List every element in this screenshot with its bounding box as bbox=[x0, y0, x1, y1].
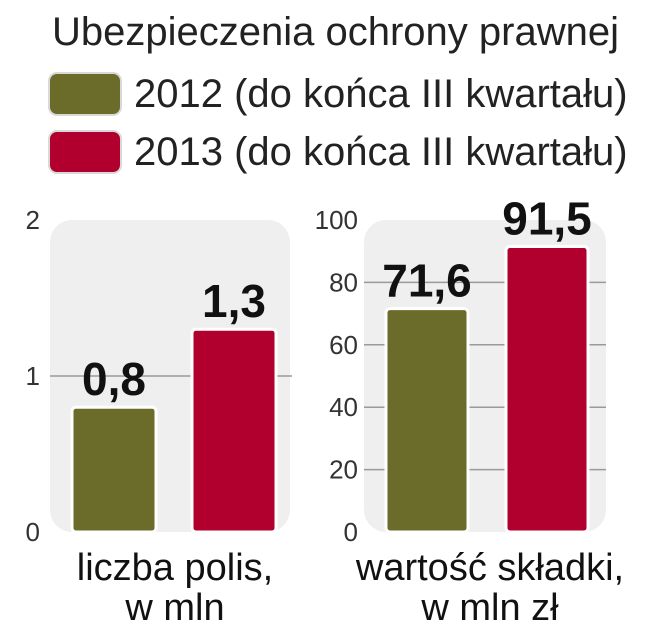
y-tick-label: 40 bbox=[329, 392, 358, 422]
bar-premiums-2013 bbox=[504, 245, 590, 534]
y-tick-label: 0 bbox=[26, 517, 40, 547]
legend-label-2013: 2013 (do końca III kwartału) bbox=[134, 129, 628, 174]
y-tick-label: 0 bbox=[344, 517, 358, 547]
y-tick-label: 60 bbox=[329, 330, 358, 360]
x-axis-label-premiums-line1: wartość składki, bbox=[355, 547, 625, 589]
y-tick-label: 20 bbox=[329, 455, 358, 485]
legend-swatch-2013 bbox=[50, 132, 120, 172]
y-tick-label: 1 bbox=[26, 361, 40, 391]
bar-policies-2012 bbox=[70, 405, 158, 534]
x-axis-label-policies-line2: w mln bbox=[125, 587, 225, 629]
x-axis-label-policies: liczba polis, w mln bbox=[40, 548, 310, 628]
x-axis-label-premiums: wartość składki, w mln zł bbox=[330, 548, 650, 628]
x-axis-label-premiums-line2: w mln zł bbox=[421, 587, 559, 629]
data-label-policies-2013: 1,3 bbox=[202, 275, 266, 327]
legend-swatch-2012 bbox=[50, 74, 120, 114]
y-tick-label: 2 bbox=[26, 205, 40, 235]
data-label-premiums-2012: 71,6 bbox=[382, 255, 472, 307]
y-tick-label: 100 bbox=[315, 205, 358, 235]
chart-panel-premiums: 0 20 40 60 80 100 71,6 91,5 bbox=[315, 193, 606, 547]
data-label-premiums-2013: 91,5 bbox=[502, 193, 592, 245]
y-tick-label: 80 bbox=[329, 267, 358, 297]
legend-item-2013: 2013 (do końca III kwartału) bbox=[50, 128, 628, 176]
data-label-policies-2012: 0,8 bbox=[82, 353, 146, 405]
chart-panel-policies: 0 1 2 0,8 1,3 bbox=[26, 205, 292, 547]
legend-item-2012: 2012 (do końca III kwartału) bbox=[50, 70, 628, 118]
legend-label-2012: 2012 (do końca III kwartału) bbox=[134, 71, 628, 116]
bar-policies-2013 bbox=[190, 327, 278, 534]
bar-premiums-2012 bbox=[384, 307, 470, 534]
chart-title: Ubezpieczenia ochrony prawnej bbox=[52, 10, 619, 54]
x-axis-label-policies-line1: liczba polis, bbox=[76, 547, 274, 589]
